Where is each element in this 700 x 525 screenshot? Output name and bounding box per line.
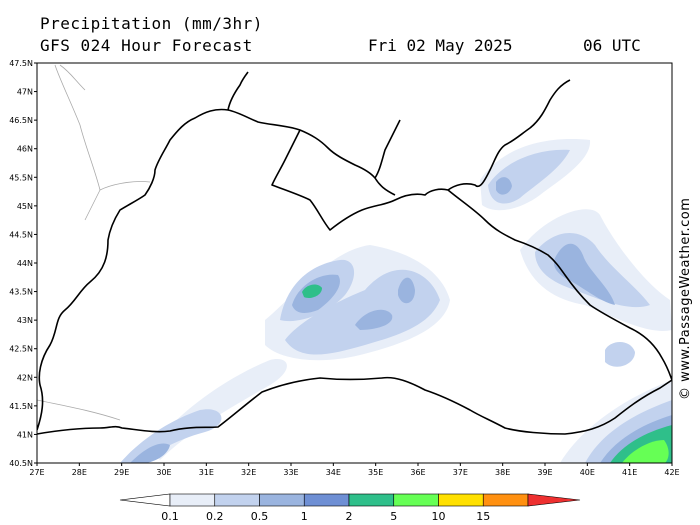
precip-south (150, 359, 287, 460)
lon-label: 42E (664, 468, 679, 477)
legend-label: 0.5 (250, 510, 269, 523)
map-area (37, 64, 672, 463)
lat-label: 46N (17, 145, 33, 154)
lon-label: 33E (283, 468, 298, 477)
lat-label: 41.5N (9, 402, 33, 411)
credit-text: © www.PassageWeather.com (678, 197, 693, 400)
map-title: Precipitation (mm/3hr) (40, 14, 263, 33)
lat-label: 42N (17, 373, 33, 382)
forecast-label: GFS 024 Hour Forecast (40, 36, 253, 55)
lon-label: 41E (622, 468, 637, 477)
lat-label: 44N (17, 259, 33, 268)
legend-label: 15 (476, 510, 491, 523)
legend-segment (303, 493, 350, 507)
lat-label: 46.5N (9, 116, 33, 125)
lon-label: 35E (368, 468, 383, 477)
forecast-time: 06 UTC (583, 36, 641, 55)
lon-label: 34E (326, 468, 341, 477)
legend-segment (169, 493, 216, 507)
legend-label: 1 (300, 510, 308, 523)
lat-label: 44.5N (9, 230, 33, 239)
lon-label: 38E (495, 468, 510, 477)
lon-label: 32E (241, 468, 256, 477)
legend-segment (214, 493, 260, 507)
legend-segment (527, 493, 581, 507)
legend-segment (348, 493, 395, 507)
lat-label: 43N (17, 316, 33, 325)
lon-label: 28E (72, 468, 87, 477)
coastline (37, 71, 672, 435)
lon-label: 27E (29, 468, 44, 477)
lon-label: 30E (156, 468, 171, 477)
legend-segment (438, 493, 484, 507)
legend-segment (119, 493, 171, 507)
lon-label: 31E (199, 468, 214, 477)
lat-label: 47.5N (9, 59, 33, 68)
legend-label: 0.1 (161, 510, 179, 523)
lat-label: 40.5N (9, 459, 33, 468)
lat-label: 45.5N (9, 173, 33, 182)
country-borders (37, 64, 151, 421)
legend-label: 5 (390, 510, 398, 523)
legend-label: 0.2 (206, 510, 224, 523)
lon-label: 39E (537, 468, 552, 477)
lat-label: 42.5N (9, 345, 33, 354)
legend-segment (393, 493, 439, 507)
legend-segment (482, 493, 529, 507)
lon-label: 29E (114, 468, 129, 477)
lat-label: 45N (17, 202, 33, 211)
lon-label: 40E (580, 468, 595, 477)
lat-label: 43.5N (9, 288, 33, 297)
longitude-axis: 27E 28E 29E 30E 31E 32E 33E 34E 35E 36E 37E 38E 39E 4… (29, 463, 680, 477)
precip-legend (119, 493, 581, 507)
lat-label: 41N (17, 430, 33, 439)
legend-label: 2 (345, 510, 353, 523)
forecast-date: Fri 02 May 2025 (368, 36, 513, 55)
lat-label: 47N (17, 88, 33, 97)
lon-label: 37E (453, 468, 468, 477)
legend-segment (259, 493, 305, 507)
latitude-axis: 47.5N 47N 46.5N 46N 45.5N 45N 44.5N 44N 43.5N 43N… (9, 59, 37, 468)
legend-label: 10 (431, 510, 446, 523)
precip-bands (120, 139, 672, 463)
lon-label: 36E (410, 468, 425, 477)
